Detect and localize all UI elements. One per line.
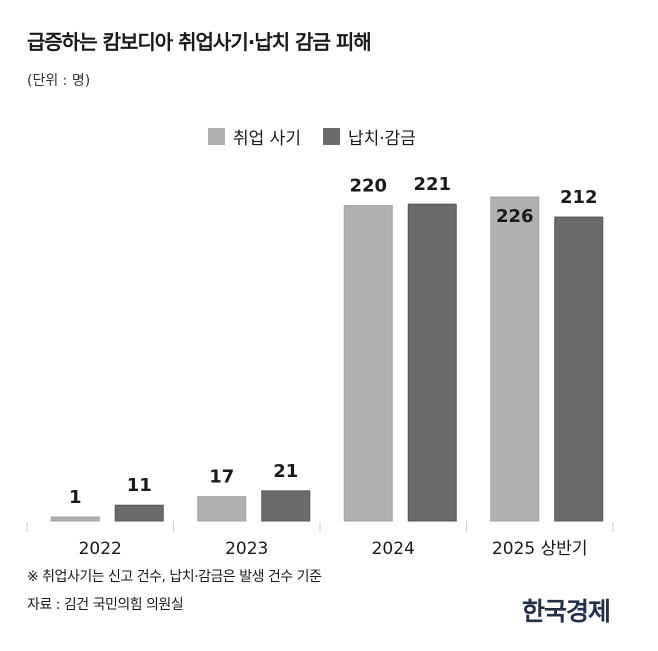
data-label: 221 xyxy=(413,174,451,195)
data-label: 212 xyxy=(560,187,598,208)
bar-fraud xyxy=(343,205,393,522)
legend-item-kidnap: 납치·감금 xyxy=(322,124,416,149)
legend: 취업 사기 납치·감금 xyxy=(208,124,438,149)
source: 자료 : 김건 국민의힘 의원실 xyxy=(27,597,184,613)
bar-kidnap xyxy=(114,504,164,522)
bar-kidnap xyxy=(261,490,311,522)
data-label: 17 xyxy=(209,467,234,488)
bar-kidnap xyxy=(407,203,457,522)
logo: 한국경제 xyxy=(522,597,611,626)
data-label: 21 xyxy=(273,461,298,482)
data-label: 220 xyxy=(349,176,387,197)
data-label: 11 xyxy=(127,475,152,496)
category-label: 2024 xyxy=(372,539,415,559)
legend-swatch-kidnap xyxy=(322,128,340,145)
bar-fraud xyxy=(197,496,247,522)
legend-label-fraud: 취업 사기 xyxy=(233,129,301,149)
footnote: ※ 취업사기는 신고 건수, 납치·감금은 발생 건수 기준 xyxy=(27,569,322,585)
category-label: 2023 xyxy=(225,539,268,559)
category-label: 2022 xyxy=(79,539,122,559)
data-label: 226 xyxy=(496,206,534,227)
bar-kidnap xyxy=(554,216,604,522)
chart-title: 급증하는 캄보디아 취업사기·납치 감금 피해 xyxy=(27,30,372,54)
data-label: 1 xyxy=(69,487,82,508)
bar-fraud xyxy=(490,196,540,522)
unit-label: (단위 : 명) xyxy=(27,73,91,89)
legend-label-kidnap: 납치·감금 xyxy=(347,129,416,149)
bar-fraud xyxy=(50,516,100,522)
legend-item-fraud: 취업 사기 xyxy=(208,124,301,149)
category-label: 2025 상반기 xyxy=(492,539,588,559)
legend-swatch-fraud xyxy=(208,128,225,145)
